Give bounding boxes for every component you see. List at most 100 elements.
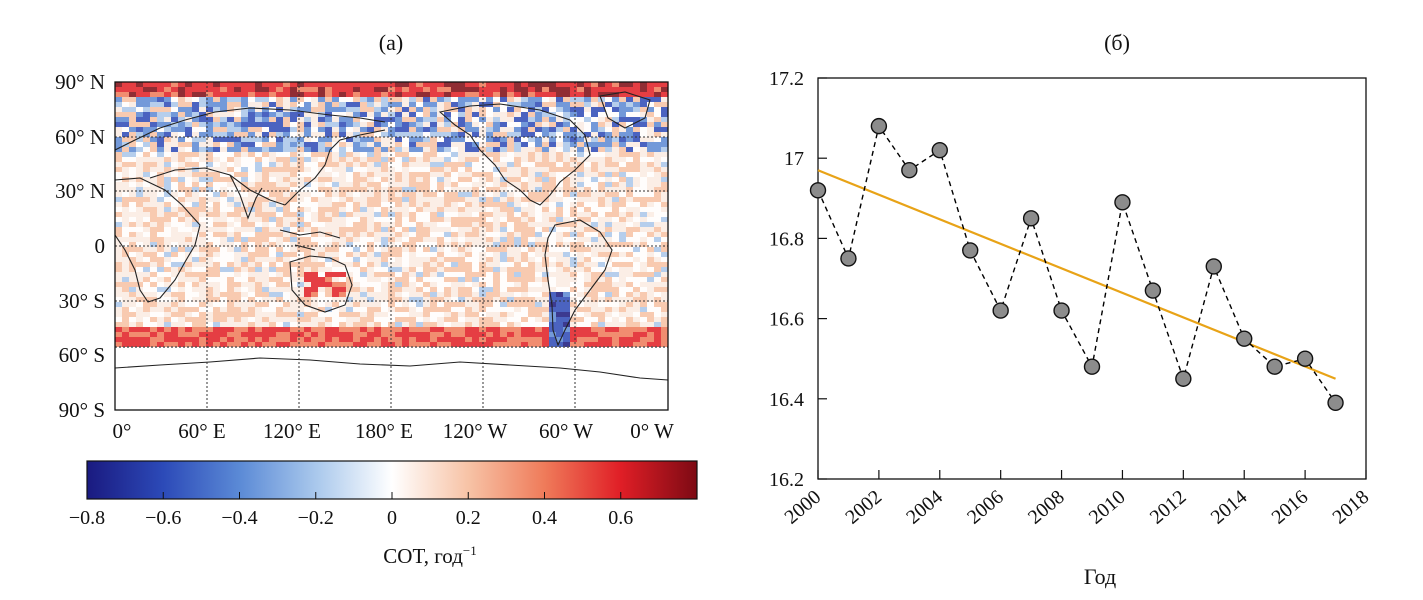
map-cell xyxy=(570,157,577,162)
map-cell xyxy=(346,122,353,127)
map-cell xyxy=(353,247,360,252)
map-cell xyxy=(269,122,276,127)
map-cell xyxy=(255,122,262,127)
map-cell xyxy=(304,337,311,342)
map-cell xyxy=(290,262,297,267)
map-cell xyxy=(185,317,192,322)
data-point xyxy=(1114,194,1131,211)
map-cell xyxy=(248,292,255,297)
map-cell xyxy=(451,167,458,172)
map-cell xyxy=(248,222,255,227)
map-cell xyxy=(332,287,339,292)
map-cell xyxy=(318,207,325,212)
map-cell xyxy=(605,222,612,227)
map-cell xyxy=(248,312,255,317)
map-cell xyxy=(654,87,661,92)
map-cell xyxy=(591,237,598,242)
map-cell xyxy=(367,332,374,337)
map-cell xyxy=(367,127,374,132)
map-cell xyxy=(416,242,423,247)
map-cell xyxy=(136,147,143,152)
map-cell xyxy=(444,272,451,277)
map-cell xyxy=(395,152,402,157)
map-cell xyxy=(241,157,248,162)
map-cell xyxy=(234,112,241,117)
map-cell xyxy=(129,117,136,122)
map-cell xyxy=(584,252,591,257)
map-cell xyxy=(430,112,437,117)
map-cell xyxy=(164,232,171,237)
map-cell xyxy=(661,262,668,267)
map-cell xyxy=(227,177,234,182)
map-cell xyxy=(654,127,661,132)
map-cell xyxy=(612,162,619,167)
map-cell xyxy=(521,227,528,232)
map-cell xyxy=(612,92,619,97)
map-cell xyxy=(570,97,577,102)
map-cell xyxy=(605,112,612,117)
map-cell xyxy=(157,287,164,292)
map-cell xyxy=(640,312,647,317)
map-cell xyxy=(241,137,248,142)
map-cell xyxy=(444,102,451,107)
map-cell xyxy=(416,182,423,187)
map-cell xyxy=(185,342,192,347)
map-cell xyxy=(150,227,157,232)
map-cell xyxy=(598,252,605,257)
map-cell xyxy=(304,307,311,312)
map-cell xyxy=(255,237,262,242)
map-cell xyxy=(437,232,444,237)
map-cell xyxy=(542,277,549,282)
map-cell xyxy=(633,172,640,177)
map-cell xyxy=(619,87,626,92)
map-cell xyxy=(311,262,318,267)
map-cell xyxy=(206,202,213,207)
map-cell xyxy=(283,292,290,297)
map-cell xyxy=(353,327,360,332)
map-cell xyxy=(367,342,374,347)
map-cell xyxy=(325,217,332,222)
map-cell xyxy=(437,142,444,147)
map-cell xyxy=(185,237,192,242)
map-cell xyxy=(353,322,360,327)
map-cell xyxy=(122,152,129,157)
map-cell xyxy=(437,212,444,217)
map-cell xyxy=(143,142,150,147)
map-cell xyxy=(542,292,549,297)
map-cell xyxy=(297,237,304,242)
map-cell xyxy=(332,112,339,117)
map-cell xyxy=(339,117,346,122)
map-cell xyxy=(276,87,283,92)
map-cell xyxy=(290,322,297,327)
map-cell xyxy=(395,92,402,97)
map-cell xyxy=(577,142,584,147)
map-cell xyxy=(213,152,220,157)
map-cell xyxy=(570,102,577,107)
map-cell xyxy=(143,87,150,92)
map-cell xyxy=(626,192,633,197)
map-cell xyxy=(633,147,640,152)
map-cell xyxy=(535,307,542,312)
map-cell xyxy=(612,207,619,212)
map-cell xyxy=(318,332,325,337)
map-cell xyxy=(458,302,465,307)
map-cell xyxy=(192,127,199,132)
map-cell xyxy=(640,297,647,302)
map-cell xyxy=(360,327,367,332)
map-cell xyxy=(206,267,213,272)
map-cell xyxy=(234,222,241,227)
map-cell xyxy=(227,332,234,337)
map-cell xyxy=(367,122,374,127)
map-cell xyxy=(409,227,416,232)
x-tick-label: 2004 xyxy=(902,486,947,529)
map-cell xyxy=(549,207,556,212)
map-cell xyxy=(262,252,269,257)
map-cell xyxy=(318,242,325,247)
map-cell xyxy=(206,327,213,332)
map-cell xyxy=(304,327,311,332)
map-cell xyxy=(542,207,549,212)
map-cell xyxy=(353,182,360,187)
map-cell xyxy=(353,262,360,267)
map-cell xyxy=(598,197,605,202)
map-cell xyxy=(150,267,157,272)
